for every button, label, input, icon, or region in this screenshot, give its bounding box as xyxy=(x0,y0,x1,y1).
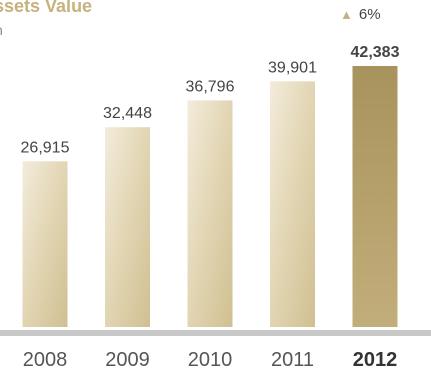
bars-group xyxy=(22,66,398,328)
growth-badge: ▲ 6% xyxy=(340,6,381,23)
value-label-2010: 36,796 xyxy=(186,78,235,95)
bar-2009 xyxy=(105,127,150,327)
value-label-2011: 39,901 xyxy=(268,59,317,76)
category-label-2010: 2010 xyxy=(188,349,233,371)
bar-2010 xyxy=(187,100,233,328)
chart-title: ssets Value xyxy=(0,0,93,16)
bar-2012 xyxy=(352,66,398,327)
value-label-2008: 26,915 xyxy=(21,139,70,156)
value-label-2012: 42,383 xyxy=(351,44,400,61)
value-label-2009: 32,448 xyxy=(103,105,152,122)
category-label-2008: 2008 xyxy=(23,349,68,371)
growth-value: 6% xyxy=(358,6,381,23)
category-label-2012: 2012 xyxy=(353,349,398,371)
category-label-2011: 2011 xyxy=(271,349,314,371)
labels-group: 26,915 2008 32,448 2009 36,796 2010 39,901 2011… xyxy=(21,44,400,371)
category-label-2009: 2009 xyxy=(105,349,150,371)
bar-2008 xyxy=(22,161,68,327)
bar-2011 xyxy=(270,81,315,327)
chart-subtitle: n xyxy=(0,22,3,38)
up-triangle-icon: ▲ xyxy=(340,7,353,22)
